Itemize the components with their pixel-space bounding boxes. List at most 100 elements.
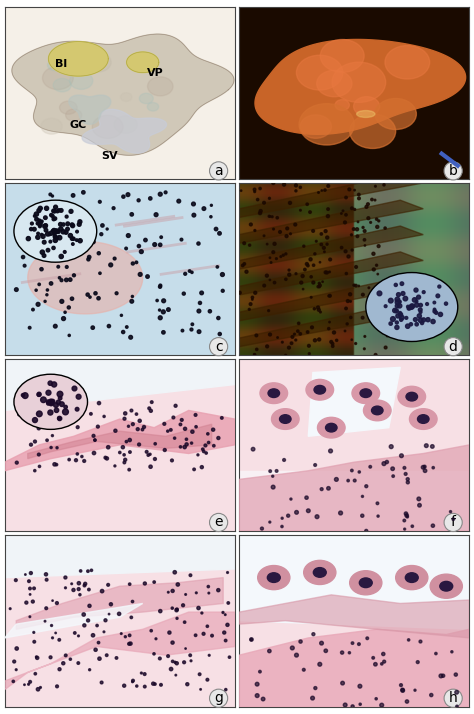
Point — [342, 303, 350, 314]
Point — [352, 338, 359, 349]
Point — [348, 229, 356, 241]
Point — [266, 328, 274, 340]
Point — [33, 651, 40, 663]
Point — [180, 288, 188, 299]
Point — [52, 235, 59, 246]
Point — [348, 334, 356, 346]
Point — [265, 645, 273, 657]
Point — [62, 650, 70, 661]
Point — [129, 595, 137, 607]
Point — [247, 634, 255, 645]
Point — [401, 523, 409, 535]
Point — [320, 246, 328, 258]
Point — [28, 218, 36, 229]
Point — [292, 268, 300, 279]
Point — [49, 396, 56, 407]
Text: c: c — [215, 340, 222, 353]
Point — [25, 575, 33, 587]
Point — [87, 408, 95, 420]
Circle shape — [147, 103, 159, 111]
Point — [128, 208, 136, 220]
Point — [431, 306, 438, 317]
Point — [310, 628, 317, 640]
Point — [147, 625, 155, 636]
Point — [49, 595, 56, 606]
Point — [55, 205, 63, 216]
Point — [36, 388, 43, 400]
Point — [86, 664, 93, 675]
Circle shape — [47, 59, 63, 71]
Text: GC: GC — [69, 120, 86, 130]
Point — [265, 193, 273, 204]
Point — [437, 670, 445, 682]
Point — [44, 284, 51, 296]
Point — [93, 620, 101, 631]
Point — [41, 296, 49, 307]
Point — [330, 327, 338, 338]
Point — [80, 609, 88, 620]
Point — [73, 234, 81, 246]
Point — [401, 462, 408, 473]
Point — [34, 298, 42, 310]
Point — [205, 650, 213, 661]
Point — [397, 309, 404, 321]
Point — [191, 463, 198, 475]
Point — [47, 227, 55, 238]
Point — [187, 655, 195, 667]
Circle shape — [14, 374, 88, 429]
Point — [219, 269, 226, 281]
Point — [95, 293, 102, 304]
Point — [215, 585, 222, 596]
Point — [116, 447, 124, 458]
Point — [291, 328, 298, 340]
Point — [35, 449, 43, 461]
Point — [317, 306, 324, 318]
Point — [6, 603, 14, 614]
Point — [76, 589, 84, 600]
Point — [105, 608, 113, 620]
Point — [404, 301, 412, 313]
Point — [111, 425, 119, 436]
Point — [371, 194, 379, 206]
Point — [77, 565, 84, 577]
Point — [253, 330, 260, 341]
Point — [246, 303, 253, 315]
Point — [151, 678, 159, 690]
Point — [53, 442, 61, 453]
Point — [389, 471, 397, 482]
Point — [328, 336, 335, 348]
Point — [200, 203, 208, 214]
Point — [58, 398, 66, 410]
Point — [171, 657, 179, 668]
Point — [54, 206, 61, 217]
Point — [292, 219, 299, 231]
Polygon shape — [239, 252, 423, 295]
Point — [53, 232, 60, 243]
Point — [46, 407, 54, 418]
Circle shape — [418, 415, 429, 423]
Point — [30, 406, 38, 417]
Circle shape — [260, 383, 288, 403]
Point — [121, 413, 128, 424]
Point — [134, 423, 142, 435]
Point — [339, 205, 347, 216]
Point — [178, 234, 185, 246]
Point — [27, 676, 34, 688]
Point — [359, 491, 366, 502]
Point — [380, 458, 388, 469]
Point — [404, 321, 411, 332]
Point — [113, 288, 120, 299]
Point — [414, 656, 421, 668]
Polygon shape — [12, 34, 234, 155]
Point — [146, 448, 154, 460]
Point — [160, 326, 167, 338]
Point — [26, 322, 34, 333]
Point — [69, 238, 77, 250]
Point — [133, 256, 140, 268]
Point — [143, 446, 150, 458]
Point — [107, 598, 115, 610]
Point — [192, 630, 200, 641]
Point — [118, 628, 125, 639]
Circle shape — [366, 273, 458, 341]
Point — [379, 278, 386, 290]
